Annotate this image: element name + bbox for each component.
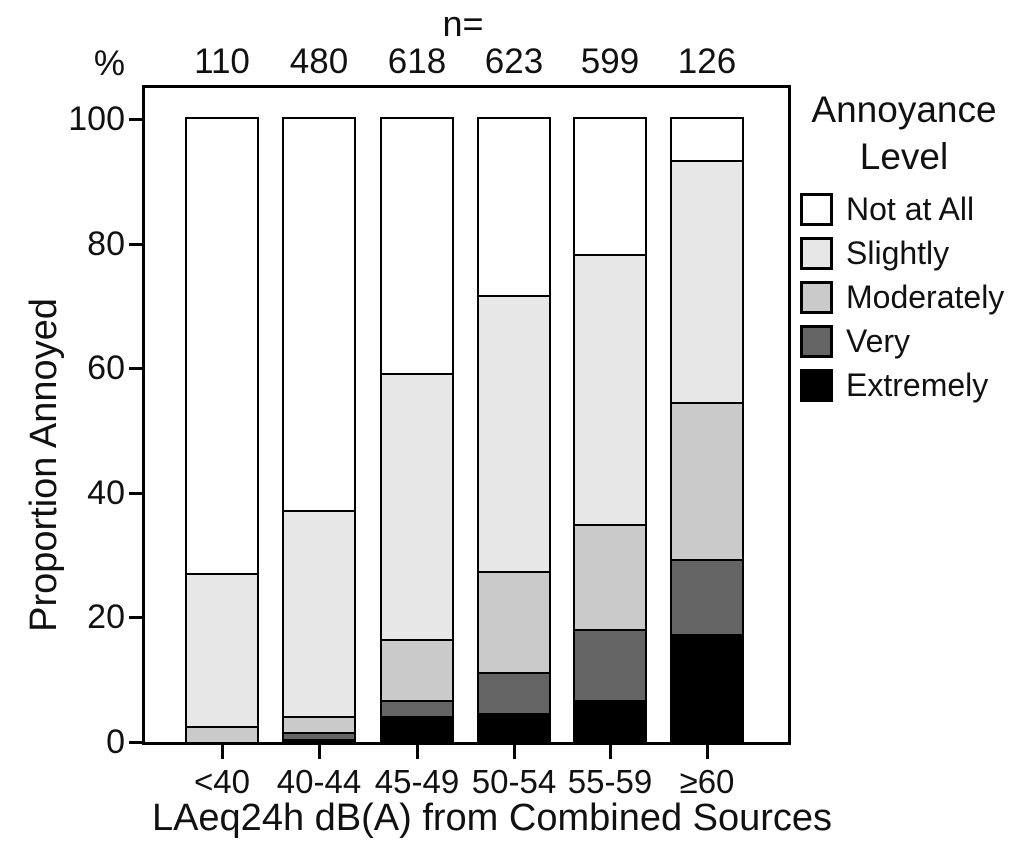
n-equals-label: n= <box>442 3 484 44</box>
x-axis-tick-label-50-54: 50-54 <box>471 763 557 800</box>
stacked-bar--60 <box>670 117 744 744</box>
stacked-bar-45-49 <box>380 117 454 744</box>
x-axis-tick-40-44 <box>318 744 321 759</box>
segment-extremely--60 <box>672 634 742 742</box>
y-axis-tick-label-60: 60 <box>87 349 125 388</box>
segment-moderately-50-54 <box>479 571 549 673</box>
y-axis-tick-80 <box>129 242 145 246</box>
legend-swatch-slightly <box>800 237 833 270</box>
percent-axis-unit-label: % <box>93 44 125 83</box>
n-value--40: 110 <box>194 42 250 81</box>
segment-slightly-50-54 <box>479 294 549 572</box>
legend-label-very: Very <box>846 323 911 359</box>
y-axis-tick-60 <box>129 367 145 371</box>
x-axis-tick-label--60: ≥60 <box>679 763 735 800</box>
stacked-bar--40 <box>185 117 259 744</box>
y-axis-tick-label-80: 80 <box>87 224 125 263</box>
n-value-55-59: 599 <box>580 42 640 81</box>
legend-items: Not at All Slightly Moderately Very Extremel… <box>800 193 1008 402</box>
legend-label-slightly: Slightly <box>846 235 950 271</box>
segment-not-at-all-40-44 <box>284 119 354 511</box>
y-axis-tick-label-0: 0 <box>106 723 125 761</box>
n-value--60: 126 <box>677 42 737 81</box>
segment-very-40-44 <box>284 732 354 740</box>
segment-very-50-54 <box>479 672 549 714</box>
legend-title-line1: Annoyance <box>811 89 997 130</box>
segment-extremely-40-44 <box>284 739 354 742</box>
segment-moderately-40-44 <box>284 716 354 732</box>
legend-swatch-very <box>800 325 833 358</box>
segment-extremely-45-49 <box>382 716 452 742</box>
y-axis-tick-label-20: 20 <box>87 598 125 637</box>
y-axis-tick-40 <box>129 491 145 495</box>
y-axis-tick-label-40: 40 <box>87 473 125 512</box>
segment-moderately-45-49 <box>382 638 452 700</box>
segment-very--60 <box>672 558 742 635</box>
stacked-bar-40-44 <box>282 117 356 744</box>
segment-slightly-40-44 <box>284 510 354 717</box>
legend-title-line2: Level <box>859 136 949 177</box>
x-axis-tick-55-59 <box>609 744 612 759</box>
n-value-50-54: 623 <box>484 42 544 81</box>
y-axis-tick-20 <box>129 616 145 620</box>
legend-swatch-not-at-all <box>800 193 833 226</box>
y-axis-tick-100 <box>129 118 145 121</box>
stacked-bar-55-59 <box>573 117 647 744</box>
segment-moderately--60 <box>672 402 742 559</box>
x-axis-tick-45-49 <box>416 744 419 759</box>
legend-item-moderately: Moderately <box>800 281 1008 314</box>
x-axis-tick-label-55-59: 55-59 <box>567 763 653 800</box>
segment-moderately--40 <box>187 726 257 742</box>
segment-very-45-49 <box>382 699 452 717</box>
legend-title: Annoyance Level <box>800 86 1008 180</box>
y-axis-tick-label-100: 100 <box>68 100 125 138</box>
stacked-bar-50-54 <box>477 117 551 744</box>
x-axis-tick--40 <box>221 744 224 759</box>
segment-extremely-50-54 <box>479 713 549 742</box>
segment-slightly--60 <box>672 160 742 403</box>
n-value-40-44: 480 <box>289 42 349 81</box>
legend-label-not-at-all: Not at All <box>846 191 975 227</box>
legend-item-not-at-all: Not at All <box>800 193 1008 226</box>
x-axis-tick--60 <box>706 744 709 759</box>
x-axis-tick-label--40: <40 <box>194 763 250 800</box>
segment-not-at-all--40 <box>187 119 257 574</box>
segment-slightly-55-59 <box>575 253 645 524</box>
legend-label-moderately: Moderately <box>846 279 1005 315</box>
x-axis-title: LAeq24h dB(A) from Combined Sources <box>151 797 833 839</box>
segment-slightly-45-49 <box>382 372 452 639</box>
n-value-45-49: 618 <box>387 42 447 81</box>
legend-item-very: Very <box>800 325 1008 358</box>
legend-swatch-moderately <box>800 281 833 314</box>
x-axis-tick-50-54 <box>513 744 516 759</box>
legend-item-slightly: Slightly <box>800 237 1008 270</box>
x-axis-tick-label-45-49: 45-49 <box>374 763 460 800</box>
segment-slightly--40 <box>187 573 257 727</box>
x-axis-tick-label-40-44: 40-44 <box>276 763 362 800</box>
segment-not-at-all-55-59 <box>575 119 645 254</box>
segment-very-55-59 <box>575 629 645 700</box>
y-axis-tick-0 <box>129 741 145 744</box>
legend: Annoyance Level Not at All Slightly Modera… <box>800 86 1008 413</box>
legend-item-extremely: Extremely <box>800 369 1008 402</box>
segment-moderately-55-59 <box>575 523 645 630</box>
segment-not-at-all-45-49 <box>382 119 452 373</box>
segment-not-at-all--60 <box>672 119 742 161</box>
legend-swatch-extremely <box>800 369 833 402</box>
segment-not-at-all-50-54 <box>479 119 549 295</box>
segment-extremely-55-59 <box>575 699 645 742</box>
legend-label-extremely: Extremely <box>846 367 989 403</box>
